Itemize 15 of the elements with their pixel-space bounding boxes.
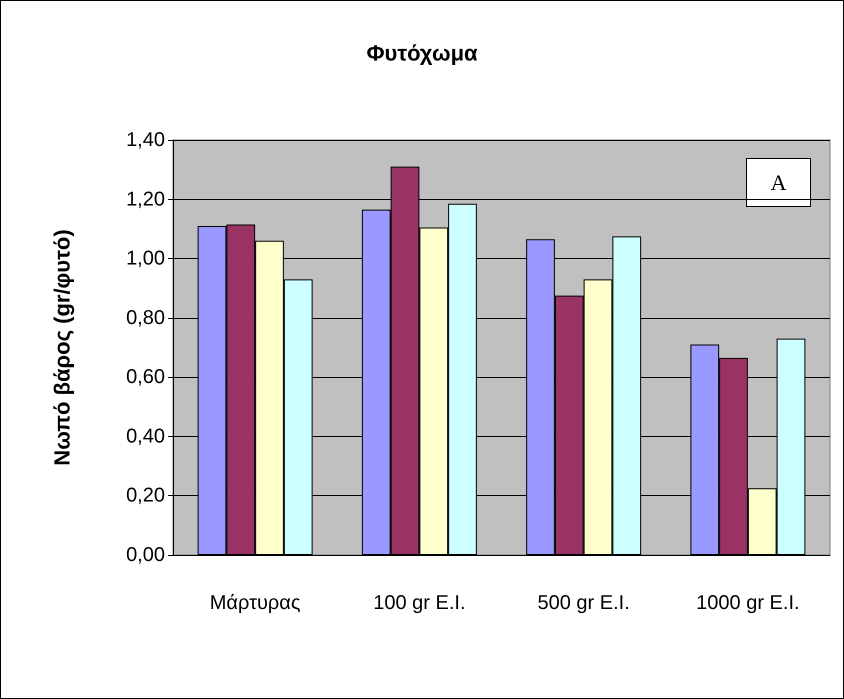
y-tick-label: 1,40	[126, 129, 165, 151]
y-axis-title: Νωπό βάρος (gr/φυτό)	[50, 229, 74, 466]
x-tick-label: 1000 gr E.I.	[696, 592, 800, 614]
y-tick-label: 0,80	[126, 306, 165, 329]
x-tick-label: Μάρτυρας	[210, 592, 301, 614]
y-tick-label: 1,20	[126, 188, 165, 210]
x-tick-label: 100 gr E.I.	[373, 592, 466, 614]
y-tick-label: 0,60	[126, 366, 165, 388]
y-tick-label: 0,00	[126, 544, 165, 566]
x-tick-label: 500 gr E.I.	[537, 592, 630, 614]
chart-title: Φυτόχωμα	[366, 40, 478, 66]
y-tick-label: 0,20	[126, 484, 165, 507]
y-tick-label: 0,40	[126, 425, 165, 448]
annotation: A	[770, 170, 787, 195]
y-tick-label: 1,00	[126, 248, 165, 270]
